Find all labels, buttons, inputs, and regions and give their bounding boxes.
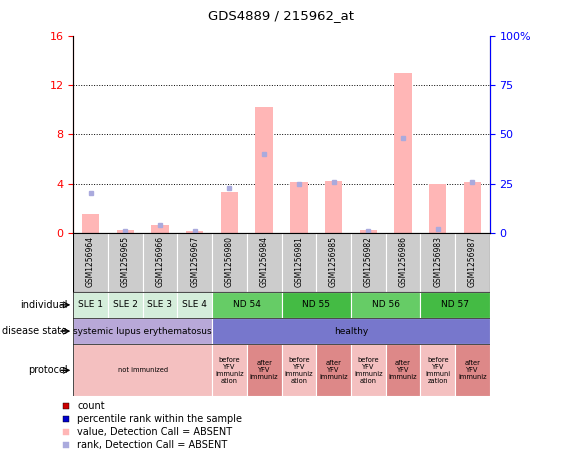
Bar <box>108 233 142 292</box>
Bar <box>316 344 351 396</box>
Text: GSM1256980: GSM1256980 <box>225 236 234 287</box>
Bar <box>464 183 481 233</box>
Bar <box>282 344 316 396</box>
Bar <box>117 231 134 233</box>
Text: GSM1256987: GSM1256987 <box>468 236 477 287</box>
Bar <box>360 231 377 233</box>
Bar <box>221 192 238 233</box>
Bar <box>256 107 273 233</box>
Text: GDS4889 / 215962_at: GDS4889 / 215962_at <box>208 9 355 22</box>
Bar <box>351 292 421 318</box>
Text: GSM1256985: GSM1256985 <box>329 236 338 287</box>
Bar <box>212 344 247 396</box>
Text: GSM1256983: GSM1256983 <box>434 236 442 287</box>
Bar <box>351 344 386 396</box>
Bar <box>290 183 307 233</box>
Text: GSM1256964: GSM1256964 <box>86 236 95 287</box>
Text: value, Detection Call = ABSENT: value, Detection Call = ABSENT <box>78 427 233 437</box>
Text: rank, Detection Call = ABSENT: rank, Detection Call = ABSENT <box>78 440 228 450</box>
Bar <box>386 344 421 396</box>
Text: ND 54: ND 54 <box>233 300 261 309</box>
Text: after
YFV
immuniz: after YFV immuniz <box>250 360 279 381</box>
Text: SLE 1: SLE 1 <box>78 300 103 309</box>
Text: before
YFV
immuniz
ation: before YFV immuniz ation <box>215 357 244 384</box>
Bar <box>73 318 212 344</box>
Text: ND 57: ND 57 <box>441 300 469 309</box>
Bar <box>351 233 386 292</box>
Text: before
YFV
immuniz
ation: before YFV immuniz ation <box>284 357 313 384</box>
Bar <box>186 231 203 233</box>
Bar <box>73 292 108 318</box>
Bar <box>386 233 421 292</box>
Text: after
YFV
immuniz: after YFV immuniz <box>458 360 487 381</box>
Text: healthy: healthy <box>334 327 368 336</box>
Text: disease state: disease state <box>2 326 68 336</box>
Text: SLE 2: SLE 2 <box>113 300 138 309</box>
Text: GSM1256982: GSM1256982 <box>364 236 373 287</box>
Text: before
YFV
immuniz
ation: before YFV immuniz ation <box>354 357 383 384</box>
Bar <box>247 344 282 396</box>
Text: individual: individual <box>20 300 68 310</box>
Bar <box>73 233 108 292</box>
Bar <box>142 233 177 292</box>
Bar <box>212 318 490 344</box>
Bar <box>177 292 212 318</box>
Text: GSM1256965: GSM1256965 <box>121 236 129 287</box>
Text: not immunized: not immunized <box>118 367 168 373</box>
Bar <box>212 233 247 292</box>
Bar <box>421 292 490 318</box>
Bar <box>82 214 99 233</box>
Bar <box>282 292 351 318</box>
Text: SLE 3: SLE 3 <box>148 300 172 309</box>
Bar <box>151 226 169 233</box>
Bar <box>142 292 177 318</box>
Bar <box>429 183 446 233</box>
Bar <box>325 181 342 233</box>
Text: percentile rank within the sample: percentile rank within the sample <box>78 414 243 424</box>
Text: ND 55: ND 55 <box>302 300 330 309</box>
Bar <box>455 233 490 292</box>
Bar <box>73 344 212 396</box>
Text: after
YFV
immuniz: after YFV immuniz <box>319 360 348 381</box>
Bar <box>247 233 282 292</box>
Text: before
YFV
immuni
zation: before YFV immuni zation <box>425 357 450 384</box>
Bar <box>455 344 490 396</box>
Bar <box>316 233 351 292</box>
Text: after
YFV
immuniz: after YFV immuniz <box>388 360 417 381</box>
Bar <box>421 233 455 292</box>
Bar <box>177 233 212 292</box>
Bar <box>421 344 455 396</box>
Bar <box>394 73 412 233</box>
Text: GSM1256967: GSM1256967 <box>190 236 199 287</box>
Text: protocol: protocol <box>28 365 68 376</box>
Text: GSM1256984: GSM1256984 <box>260 236 269 287</box>
Text: SLE 4: SLE 4 <box>182 300 207 309</box>
Text: GSM1256966: GSM1256966 <box>155 236 164 287</box>
Text: count: count <box>78 401 105 411</box>
Bar <box>212 292 282 318</box>
Text: GSM1256986: GSM1256986 <box>399 236 408 287</box>
Text: ND 56: ND 56 <box>372 300 400 309</box>
Bar <box>108 292 142 318</box>
Bar <box>282 233 316 292</box>
Text: systemic lupus erythematosus: systemic lupus erythematosus <box>73 327 212 336</box>
Text: GSM1256981: GSM1256981 <box>294 236 303 287</box>
